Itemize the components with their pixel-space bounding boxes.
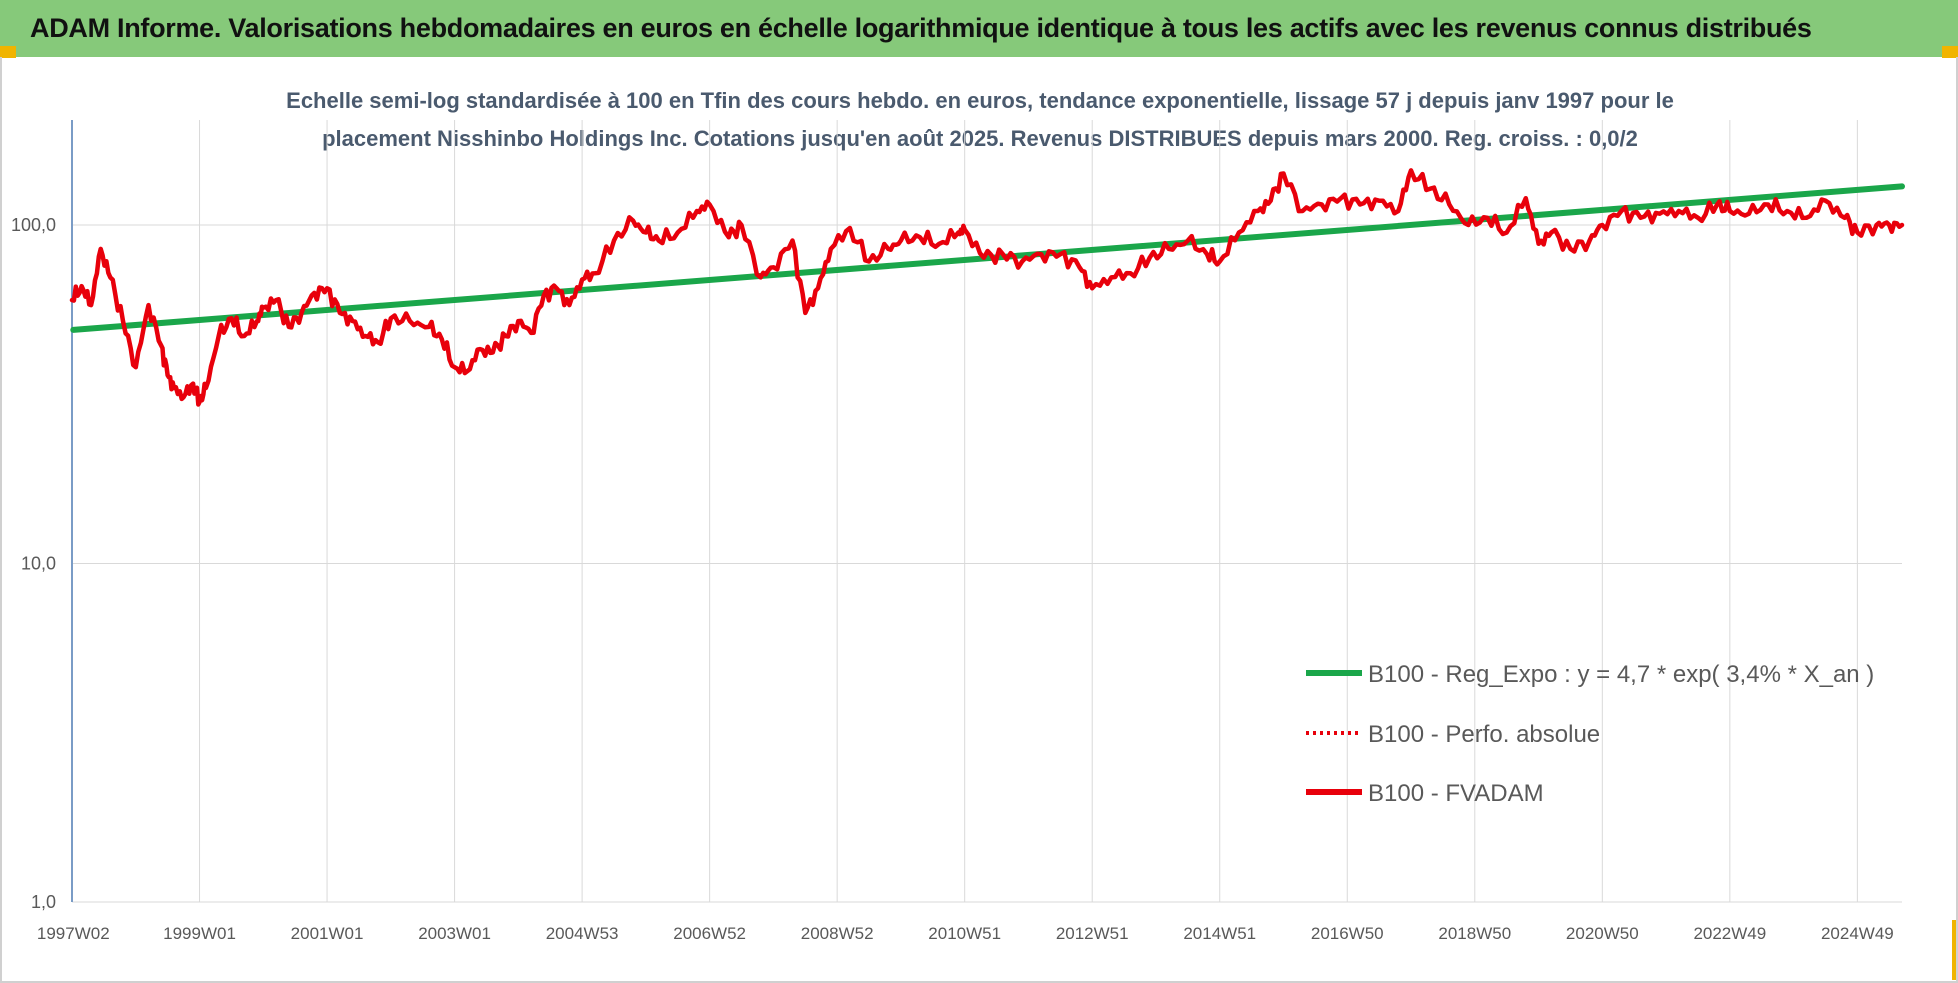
x-tick-label: 2008W52 (801, 924, 874, 943)
x-tick-label: 2020W50 (1566, 924, 1639, 943)
x-tick-label: 1999W01 (163, 924, 236, 943)
x-tick-label: 2012W51 (1056, 924, 1129, 943)
legend: B100 - Reg_Expo : y = 4,7 * exp( 3,4% * … (1306, 661, 1874, 807)
regression-line (70, 183, 1905, 333)
horizontal-gridlines (72, 224, 1902, 903)
chart-subtitle-line-2: placement Nisshinbo Holdings Inc. Cotati… (322, 126, 1638, 151)
x-tick-label: 1997W02 (37, 924, 110, 943)
x-tick-label: 2003W01 (418, 924, 491, 943)
legend-label-fvadam: B100 - FVADAM (1368, 780, 1544, 807)
x-tick-label: 2010W51 (928, 924, 1001, 943)
report-banner: ADAM Informe. Valorisations hebdomadaire… (0, 0, 1958, 57)
legend-label-regression: B100 - Reg_Expo : y = 4,7 * exp( 3,4% * … (1368, 661, 1874, 688)
x-tick-label: 2016W50 (1311, 924, 1384, 943)
series-layer (69, 168, 1905, 407)
x-tick-label: 2018W50 (1438, 924, 1511, 943)
fvadam-line (69, 168, 1905, 407)
corner-accent-top-left (0, 46, 16, 58)
corner-accent-bottom-right (1952, 920, 1958, 980)
x-axis-tick-labels: 1997W02 1999W01 2001W01 2003W01 2004W53 2006W… (37, 924, 1894, 943)
y-tick-label: 1,0 (31, 892, 56, 912)
chart-frame (0, 57, 1958, 983)
y-tick-label: 10,0 (21, 554, 56, 574)
y-tick-label: 100,0 (11, 215, 56, 235)
x-tick-label: 2006W52 (673, 924, 746, 943)
corner-accent-top-right (1942, 46, 1958, 58)
x-tick-label: 2004W53 (546, 924, 619, 943)
chart-subtitle-line-1: Echelle semi-log standardisée à 100 en T… (286, 88, 1674, 113)
legend-label-perf: B100 - Perfo. absolue (1368, 721, 1600, 748)
report-title: ADAM Informe. Valorisations hebdomadaire… (30, 13, 1812, 43)
vertical-gridlines (199, 120, 1858, 902)
x-tick-label: 2022W49 (1693, 924, 1766, 943)
x-tick-label: 2024W49 (1821, 924, 1894, 943)
x-tick-label: 2001W01 (291, 924, 364, 943)
y-axis-tick-labels: 1,0 10,0 100,0 (11, 215, 56, 912)
x-tick-label: 2014W51 (1183, 924, 1256, 943)
